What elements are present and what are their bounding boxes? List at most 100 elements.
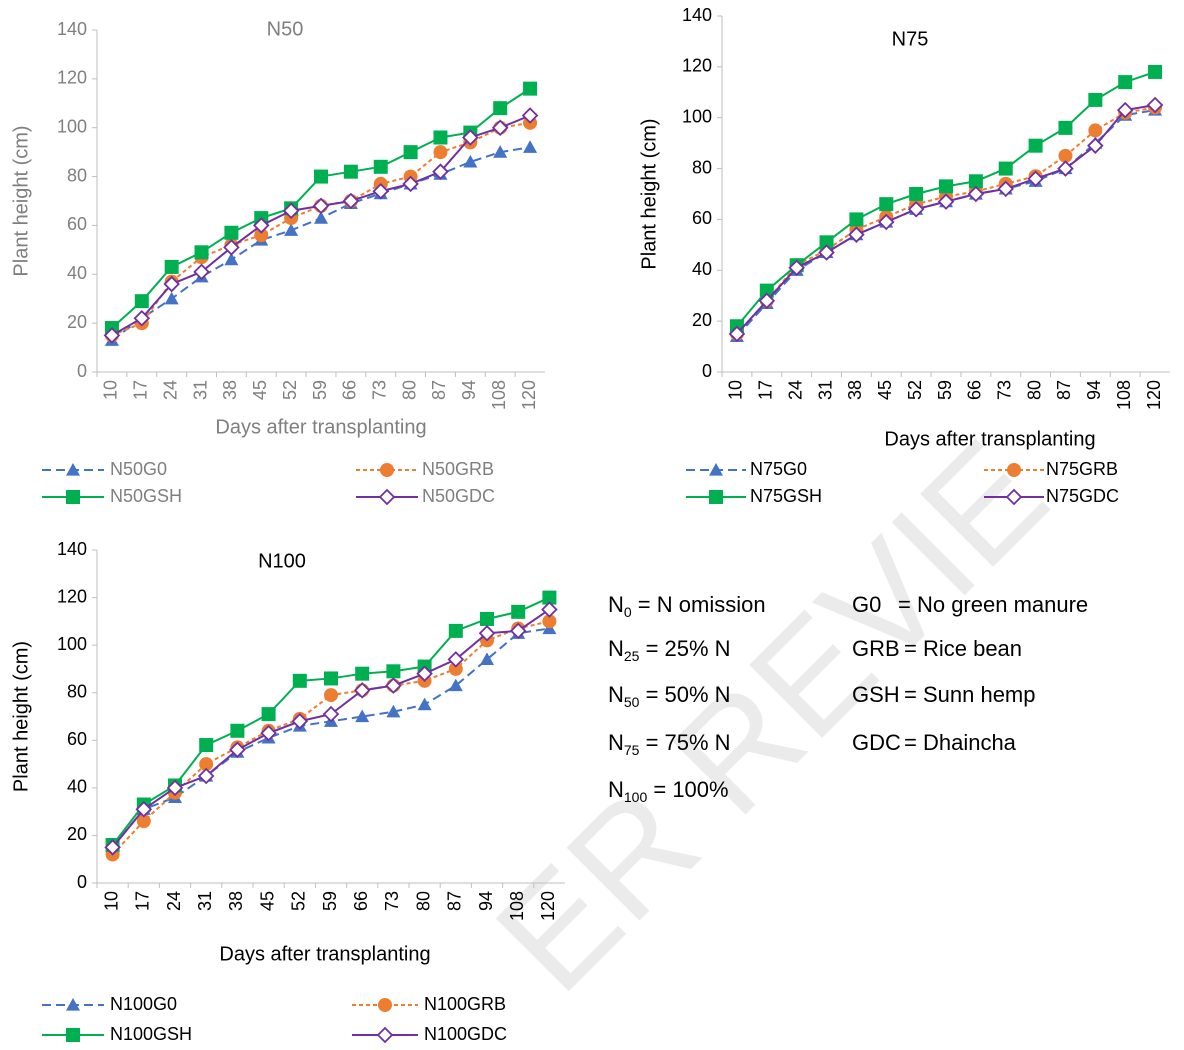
marker xyxy=(373,159,388,174)
legend-marker xyxy=(1007,463,1021,477)
marker xyxy=(324,688,338,703)
y-tick-label: 0 xyxy=(702,361,712,381)
y-tick-label: 120 xyxy=(57,586,87,606)
marker xyxy=(322,705,340,723)
marker xyxy=(1087,137,1104,154)
note-symbol: N xyxy=(608,730,624,755)
note-symbol: GDC xyxy=(852,730,901,755)
marker xyxy=(1058,120,1073,135)
marker xyxy=(136,814,151,829)
line-chart: N50 Plant height (cm) Days after transplan… xyxy=(10,18,545,506)
marker xyxy=(199,738,214,753)
marker xyxy=(252,217,270,234)
marker xyxy=(135,800,153,818)
x-tick-label: 31 xyxy=(815,380,835,400)
x-tick-label: 31 xyxy=(195,891,215,911)
note-symbol: N xyxy=(608,592,624,617)
marker xyxy=(997,180,1015,198)
x-tick-label: 17 xyxy=(131,380,151,400)
marker xyxy=(907,200,925,218)
y-axis-label: Plant height (cm) xyxy=(10,641,32,792)
x-tick-label: 31 xyxy=(190,380,210,400)
x-tick-label: 80 xyxy=(413,891,433,911)
x-tick-label: 66 xyxy=(340,380,360,400)
marker xyxy=(493,145,508,158)
marker xyxy=(353,682,371,699)
x-tick-label: 80 xyxy=(1024,380,1044,400)
x-tick-label: 10 xyxy=(101,380,121,400)
y-tick-label: 140 xyxy=(57,19,87,39)
x-tick-label: 24 xyxy=(164,891,184,911)
marker xyxy=(480,611,494,626)
marker xyxy=(447,651,465,668)
marker xyxy=(1146,96,1164,114)
marker xyxy=(324,671,338,686)
y-tick-label: 20 xyxy=(67,824,87,844)
marker xyxy=(312,197,330,215)
marker xyxy=(104,839,121,856)
marker xyxy=(229,741,246,759)
y-tick-label: 140 xyxy=(682,5,712,25)
note-subscript: 100 xyxy=(624,789,648,805)
marker xyxy=(937,193,955,210)
marker xyxy=(848,226,865,243)
legend-marker xyxy=(380,463,394,477)
marker xyxy=(254,228,269,243)
y-axis-label: Plant height (cm) xyxy=(10,125,32,276)
legend-marker xyxy=(378,488,396,506)
legend-label: N50GSH xyxy=(110,486,182,506)
marker xyxy=(1058,148,1073,163)
legend-label: N100G0 xyxy=(110,994,177,1014)
note: G0 = No green manure xyxy=(852,592,1088,617)
chart-title: N100 xyxy=(258,550,306,572)
marker xyxy=(939,179,953,194)
x-tick-label: 94 xyxy=(476,891,496,911)
x-tick-label: 94 xyxy=(459,380,479,400)
legend-label: N75G0 xyxy=(750,459,807,479)
marker xyxy=(542,590,557,605)
x-tick-label: 59 xyxy=(320,891,340,911)
y-tick-label: 60 xyxy=(67,214,87,234)
y-axis-label: Plant height (cm) xyxy=(638,118,660,269)
x-tick-label: 10 xyxy=(726,380,746,400)
line-chart: N75 Plant height (cm) Days after transplan… xyxy=(638,5,1170,506)
x-tick-label: 66 xyxy=(351,891,371,911)
note: GSH = Sunn hemp xyxy=(852,682,1035,707)
y-tick-label: 20 xyxy=(692,310,712,330)
marker xyxy=(448,678,463,692)
y-tick-label: 0 xyxy=(77,361,87,381)
note-text: = 25% N xyxy=(639,636,730,661)
y-tick-label: 140 xyxy=(57,539,87,559)
x-tick-label: 73 xyxy=(369,380,389,400)
x-tick-label: 120 xyxy=(538,891,558,921)
marker xyxy=(478,624,496,642)
note-symbol: N xyxy=(608,636,624,661)
y-tick-label: 40 xyxy=(67,263,87,283)
marker xyxy=(193,263,210,281)
note-symbol: N xyxy=(608,682,624,707)
x-tick-label: 17 xyxy=(756,380,776,400)
y-tick-label: 100 xyxy=(682,106,712,126)
marker xyxy=(230,723,245,738)
marker xyxy=(433,130,448,145)
note-text: = 50% N xyxy=(639,682,730,707)
marker xyxy=(541,601,558,618)
x-tick-label: 52 xyxy=(905,380,925,400)
legend-marker xyxy=(66,1028,80,1042)
marker xyxy=(314,211,328,224)
marker xyxy=(223,239,240,256)
marker xyxy=(523,140,538,153)
x-tick-label: 80 xyxy=(399,380,419,400)
marker xyxy=(386,664,401,679)
marker xyxy=(385,677,402,694)
marker xyxy=(284,223,299,236)
marker xyxy=(197,767,215,785)
marker xyxy=(1118,75,1133,90)
note-text: = Dhaincha xyxy=(904,730,1017,755)
marker xyxy=(292,673,307,688)
marker xyxy=(282,202,300,220)
marker xyxy=(998,161,1013,176)
marker xyxy=(103,327,121,344)
note-text: = N omission xyxy=(632,592,766,617)
marker xyxy=(967,185,985,203)
